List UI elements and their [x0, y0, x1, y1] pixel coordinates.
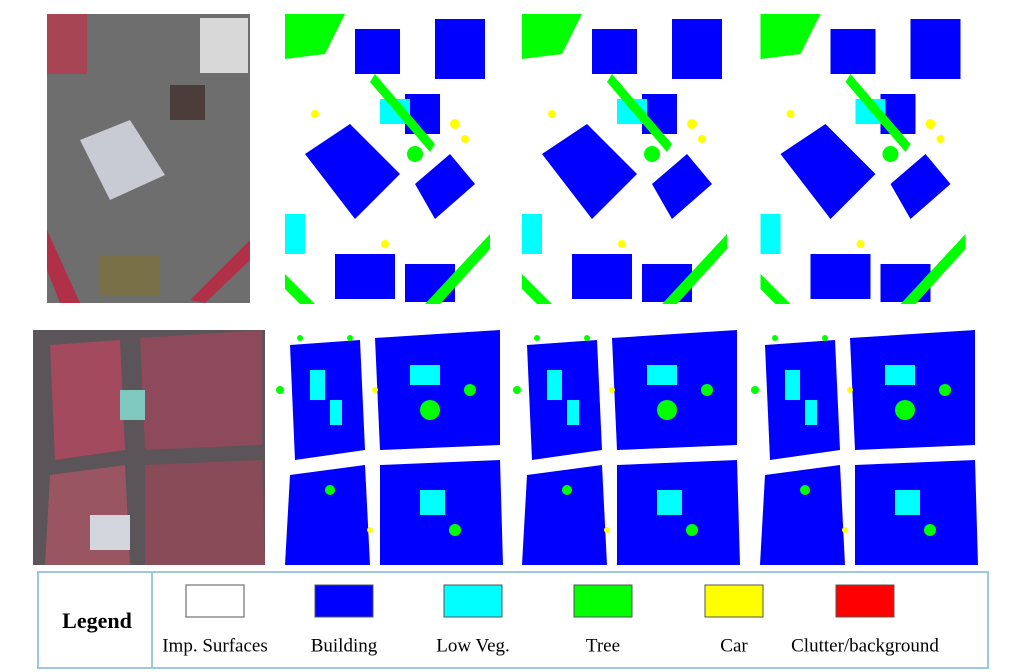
- bottom-prediction-1: [270, 330, 503, 565]
- legend-swatch: [704, 584, 764, 618]
- legend-swatch: [573, 584, 633, 618]
- bottom-ground-truth: [745, 330, 978, 565]
- top-prediction-1: [285, 14, 490, 304]
- legend-label: Tree: [586, 635, 620, 656]
- top-prediction-2: [522, 14, 727, 304]
- legend-swatch: [835, 584, 895, 618]
- legend-label: Low Veg.: [436, 635, 510, 656]
- legend-label: Clutter/background: [791, 635, 939, 656]
- top-ground-truth: [760, 14, 966, 304]
- legend-title: Legend: [62, 608, 132, 633]
- legend: Legend Imp. Surfaces Building Low Veg. Tree…: [37, 571, 989, 669]
- legend-swatch: [443, 584, 503, 618]
- bottom-prediction-2: [507, 330, 740, 565]
- legend-label: Imp. Surfaces: [162, 635, 268, 656]
- legend-swatch: [314, 584, 374, 618]
- legend-label: Car: [720, 635, 748, 656]
- top-photo: [47, 14, 250, 303]
- bottom-photo: [33, 330, 265, 565]
- legend-swatch: [185, 584, 245, 618]
- legend-label: Building: [311, 635, 378, 656]
